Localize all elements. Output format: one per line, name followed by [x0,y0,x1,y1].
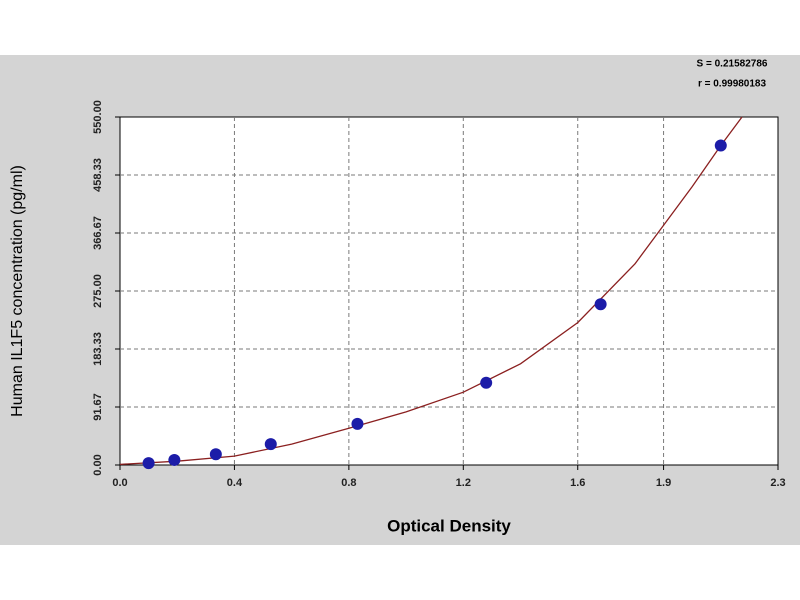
data-point [594,298,607,311]
x-tick-label: 1.6 [570,477,585,489]
data-point [168,453,181,466]
x-axis-label: Optical Density [387,516,511,535]
x-tick-label: 0.8 [341,477,356,489]
y-tick-label: 458.33 [92,158,104,192]
y-tick-label: 275.00 [92,274,104,308]
y-tick-label: 183.33 [92,332,104,366]
annotation: r = 0.99980183 [698,79,767,90]
x-tick-label: 1.2 [456,477,471,489]
y-tick-label: 0.00 [92,454,104,475]
data-point [714,139,727,152]
y-tick-label: 366.67 [92,216,104,250]
x-tick-label: 0.0 [112,477,127,489]
y-tick-label: 550.00 [92,100,104,134]
fit-curve [119,116,743,466]
data-point [264,438,277,451]
annotation: S = 0.21582786 [697,59,768,70]
data-point [142,457,155,470]
y-tick-label: 91.67 [92,393,104,421]
x-tick-label: 1.9 [656,477,671,489]
data-point [209,448,222,461]
data-point [351,417,364,430]
y-axis-label: Human IL1F5 concentration (pg/ml) [9,165,26,417]
x-tick-label: 0.4 [227,477,243,489]
data-point [480,376,493,389]
x-tick-label: 2.3 [770,477,785,489]
